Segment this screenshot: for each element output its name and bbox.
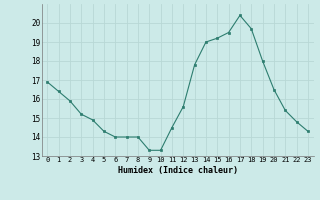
- X-axis label: Humidex (Indice chaleur): Humidex (Indice chaleur): [118, 166, 237, 175]
